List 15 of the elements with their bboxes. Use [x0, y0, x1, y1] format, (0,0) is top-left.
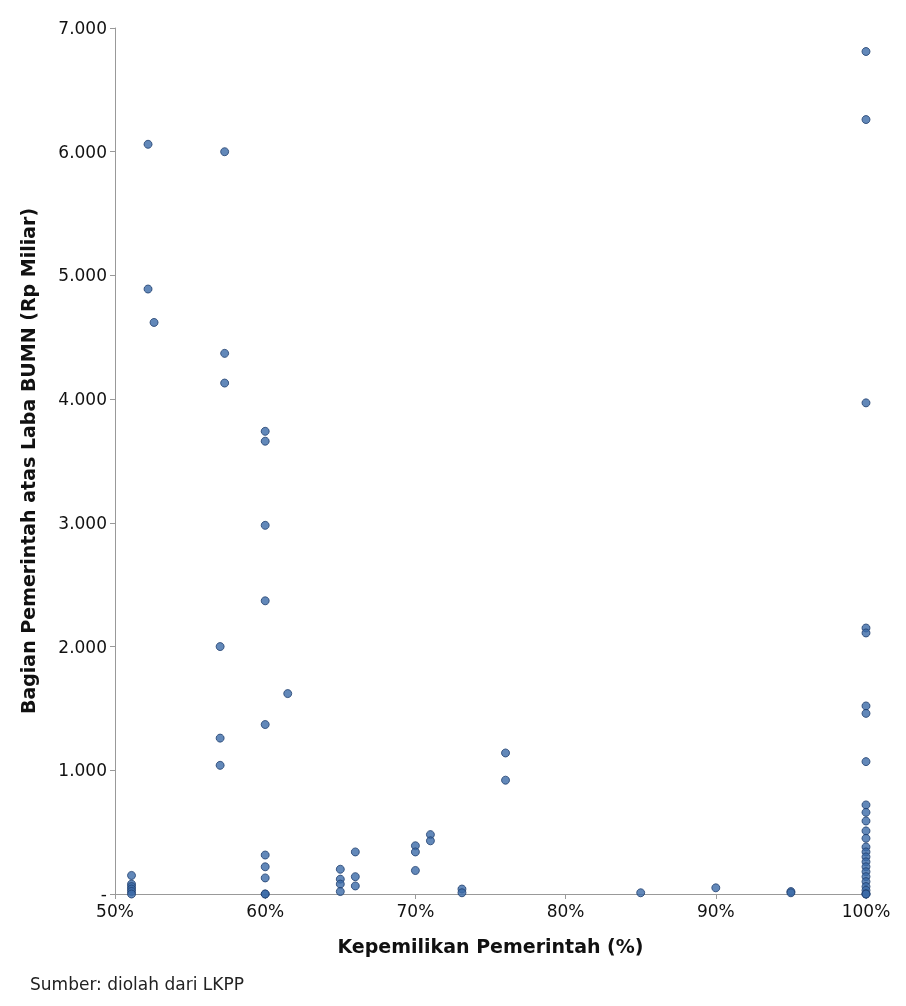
x-axis-title: Kepemilikan Pemerintah (%) — [337, 934, 644, 957]
x-tick-label: 80% — [546, 900, 585, 921]
y-tick-label: 6.000 — [58, 141, 107, 162]
x-tick-label: 100% — [841, 900, 891, 921]
x-tick-label: 70% — [396, 900, 435, 921]
x-tick-label: 60% — [246, 900, 285, 921]
y-tick-label: 3.000 — [58, 512, 107, 533]
text: Sumber: diolah dari LKPP — [30, 973, 244, 994]
y-tick-label: 7.000 — [58, 18, 107, 38]
y-tick-label: 4.000 — [58, 389, 107, 410]
y-tick-label: 5.000 — [58, 265, 107, 286]
x-tick-label: 90% — [696, 900, 735, 921]
y-tick-label: 1.000 — [58, 760, 107, 781]
y-tick-label: 2.000 — [58, 636, 107, 657]
y-axis-title: Bagian Pemerintah atas Laba BUMN (Rp Miliar) — [16, 207, 39, 715]
